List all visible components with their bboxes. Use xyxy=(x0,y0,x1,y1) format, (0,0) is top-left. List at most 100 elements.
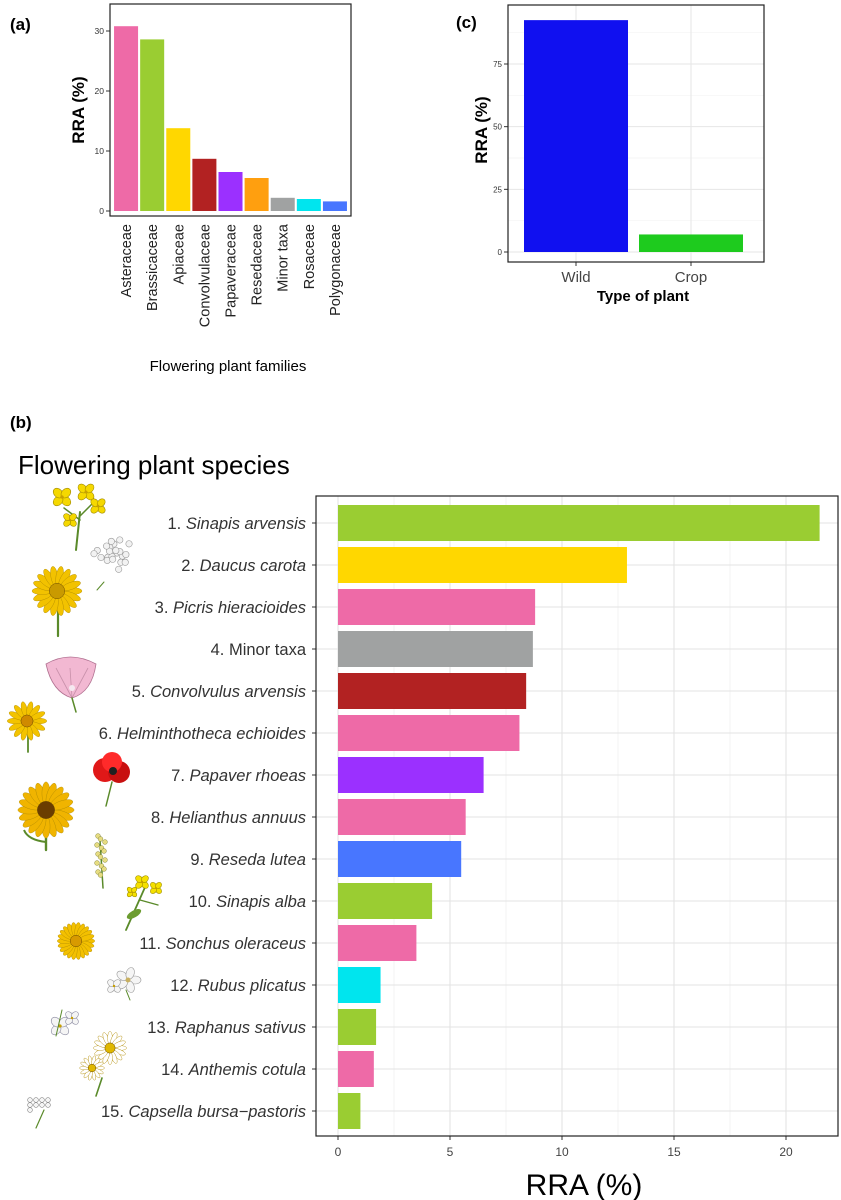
panel-label-b: (b) xyxy=(10,413,32,432)
species-number: 11. xyxy=(139,935,165,953)
panel-b-x-tick-label: 15 xyxy=(667,1145,681,1159)
panel-c-y-axis-label: RRA (%) xyxy=(472,96,491,163)
panel-b-species-label: 11. Sonchus oleraceus xyxy=(139,935,306,953)
panel-c-y-ticks: 0 25 50 75 xyxy=(493,60,508,257)
panel-b-species-label: 9. Reseda lutea xyxy=(190,851,306,869)
panel-a-y-tick-label: 10 xyxy=(95,146,105,156)
panel-a-bar-rosaceae xyxy=(296,199,321,211)
yellow-flower-cluster-icon xyxy=(52,483,106,551)
species-name: Sinapis alba xyxy=(216,893,306,911)
panel-b-species-label: 2. Daucus carota xyxy=(181,557,306,575)
red-poppy-icon xyxy=(93,752,130,807)
species-name: Picris hieracioides xyxy=(173,599,306,617)
panel-c-bar-wild xyxy=(524,20,628,253)
species-name: Convolvulus arvensis xyxy=(150,683,306,701)
panel-c-y-tick-label: 25 xyxy=(493,185,502,194)
panel-c-plot-border xyxy=(507,4,765,263)
panel-b-species-label: 4. Minor taxa xyxy=(211,641,307,659)
yellow-composite-flower-icon xyxy=(31,566,83,638)
panel-a-x-tick-label: Convolvulaceae xyxy=(197,224,213,327)
white-umbel-icon xyxy=(90,536,133,591)
panel-a-plot-border xyxy=(109,3,352,217)
species-name: Helminthotheca echioides xyxy=(117,725,306,743)
panel-b-species-label: 1. Sinapis arvensis xyxy=(168,515,307,533)
yellow-crucifer-icon xyxy=(125,875,162,931)
panel-label-c: (c) xyxy=(456,13,477,32)
panel-a-bars xyxy=(114,26,347,212)
panel-c-bar-crop xyxy=(639,234,743,252)
panel-b-bar-8 xyxy=(338,799,466,835)
panel-b-species-label: 14. Anthemis cotula xyxy=(161,1061,306,1079)
white-bramble-flower-icon xyxy=(107,967,142,1001)
panel-a-x-tick-label: Minor taxa xyxy=(276,223,292,292)
panel-a-y-ticks: 0 10 20 30 xyxy=(95,26,110,216)
panel-b-chart: Flowering plant species 0 5 10 15 20 1. Sina… xyxy=(18,450,839,1200)
panel-b-species-label: 8. Helianthus annuus xyxy=(151,809,306,827)
species-name: Helianthus annuus xyxy=(169,809,306,827)
species-name: Capsella bursa−pastoris xyxy=(129,1103,306,1121)
panel-b-bars xyxy=(338,505,820,1129)
panel-a-bar-convolvulaceae xyxy=(192,158,217,211)
panel-c-bars xyxy=(524,20,743,253)
panel-b-bar-9 xyxy=(338,841,462,877)
panel-a-bar-brassicaceae xyxy=(140,39,165,212)
panel-a-x-tick-label: Asteraceae xyxy=(119,224,135,297)
panel-b-x-tick-label: 5 xyxy=(447,1145,454,1159)
species-number: 4. xyxy=(211,641,229,659)
panel-b-species-label: 6. Helminthotheca echioides xyxy=(99,725,306,743)
panel-b-bar-6 xyxy=(338,715,520,751)
panel-b-bar-7 xyxy=(338,757,484,793)
species-number: 13. xyxy=(147,1019,175,1037)
panel-b-bar-3 xyxy=(338,589,536,625)
species-name: Raphanus sativus xyxy=(175,1019,306,1037)
species-number: 3. xyxy=(155,599,173,617)
panel-a-bar-asteraceae xyxy=(114,26,139,212)
panel-a-bar-polygonaceae xyxy=(322,201,347,211)
panel-c-x-tick-label: Wild xyxy=(561,269,590,286)
panel-a-y-tick-label: 0 xyxy=(99,206,104,216)
panel-b-bar-13 xyxy=(338,1009,377,1045)
panel-b-species-label: 5. Convolvulus arvensis xyxy=(132,683,306,701)
panel-b-bar-5 xyxy=(338,673,527,709)
panel-c-x-axis-label: Type of plant xyxy=(597,288,689,305)
panel-a-x-tick-label: Resedaceae xyxy=(250,224,266,305)
species-name: Papaver rhoeas xyxy=(190,767,307,785)
species-name: Sonchus oleraceus xyxy=(166,935,306,953)
species-name: Reseda lutea xyxy=(209,851,306,869)
yellow-daisy-icon xyxy=(7,701,47,753)
species-name: Sinapis arvensis xyxy=(186,515,306,533)
panel-b-species-label: 10. Sinapis alba xyxy=(189,893,306,911)
species-name: Daucus carota xyxy=(200,557,306,575)
panel-a-bar-papaveraceae xyxy=(218,172,243,211)
panel-a-y-tick-label: 30 xyxy=(95,26,105,36)
panel-b-x-tick-label: 10 xyxy=(555,1145,569,1159)
panel-a-x-axis-label: Flowering plant families xyxy=(150,358,307,375)
panel-a-chart: 0 10 20 30 Asteraceae Brassicaceae Apiaceae Co… xyxy=(69,3,352,375)
panel-b-species-label: 7. Papaver rhoeas xyxy=(171,767,306,785)
panel-a-x-tick-label: Brassicaceae xyxy=(145,224,161,311)
species-name: Anthemis cotula xyxy=(188,1061,306,1079)
panel-b-species-label: 3. Picris hieracioides xyxy=(155,599,306,617)
panel-a-bar-resedaceae xyxy=(244,178,269,211)
yellow-dandelion-icon xyxy=(57,922,95,960)
panel-b-species-labels: 1. Sinapis arvensis 2. Daucus carota 3. Pi… xyxy=(99,515,316,1121)
panel-a-y-tick-label: 20 xyxy=(95,86,105,96)
panel-b-species-label: 13. Raphanus sativus xyxy=(147,1019,306,1037)
panel-b-bar-4 xyxy=(338,631,533,667)
flower-illustrations xyxy=(7,483,162,1129)
species-number: 14. xyxy=(161,1061,189,1079)
panel-b-title: Flowering plant species xyxy=(18,450,290,480)
panel-b-bar-14 xyxy=(338,1051,374,1087)
panel-a-x-tick-label: Polygonaceae xyxy=(328,224,344,316)
white-radish-flower-icon xyxy=(50,1009,79,1037)
panel-b-x-axis-label: RRA (%) xyxy=(526,1169,643,1200)
panel-b-bar-2 xyxy=(338,547,627,583)
species-number: 15. xyxy=(101,1103,129,1121)
panel-a-x-tick-label: Papaveraceae xyxy=(224,224,240,318)
species-number: 9. xyxy=(190,851,208,869)
pink-funnel-flower-icon xyxy=(45,656,97,713)
panel-a-y-axis-label: RRA (%) xyxy=(69,76,88,143)
species-number: 5. xyxy=(132,683,150,701)
panel-a-x-tick-label: Rosaceae xyxy=(302,224,318,289)
